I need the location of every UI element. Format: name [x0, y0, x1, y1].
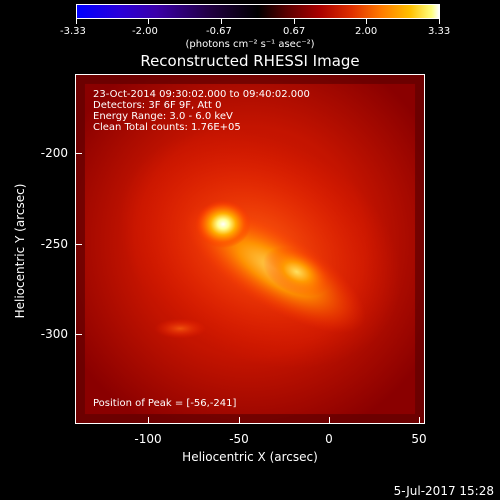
y-tick-label: -300: [40, 327, 68, 341]
colorbar-label: -0.67: [206, 26, 232, 37]
colorbar-label: 2.00: [355, 26, 378, 37]
y-tick-label: -200: [40, 146, 68, 160]
y-tickmark: [76, 334, 82, 335]
colorbar: [76, 4, 440, 19]
colorbar-tick: [148, 19, 149, 24]
colorbar-tick: [294, 19, 295, 24]
y-tickmark: [76, 153, 82, 154]
colorbar-label: 0.67: [283, 26, 306, 37]
heatmap-render: [76, 75, 424, 423]
x-tickmark: [419, 417, 420, 423]
colorbar-tick: [439, 19, 440, 24]
colorbar-tick: [366, 19, 367, 24]
x-tick-label: -100: [134, 432, 162, 446]
rhessi-image: 23-Oct-2014 09:30:02.000 to 09:40:02.000…: [75, 74, 425, 424]
x-tickmark: [239, 417, 240, 423]
colorbar-label: -3.33: [60, 26, 86, 37]
colorbar-unit: (photons cm⁻² s⁻¹ asec⁻²): [185, 39, 315, 50]
peak-position: Position of Peak = [-56,-241]: [93, 398, 237, 409]
y-tick-label: -250: [40, 237, 68, 251]
colorbar-tick: [76, 19, 77, 24]
method-counts: Clean Total counts: 1.76E+05: [93, 122, 241, 133]
x-tickmark: [148, 417, 149, 423]
observation-time: 23-Oct-2014 09:30:02.000 to 09:40:02.000: [93, 89, 310, 100]
x-tick-label: 50: [411, 432, 427, 446]
x-tickmark: [329, 417, 330, 423]
y-tickmark: [76, 244, 82, 245]
colorbar-label: 3.33: [428, 26, 451, 37]
x-tick-label: -50: [229, 432, 249, 446]
image-title: Reconstructed RHESSI Image: [140, 52, 360, 70]
colorbar-label: -2.00: [132, 26, 158, 37]
x-axis-label: Heliocentric X (arcsec): [182, 450, 318, 464]
energy-range: Energy Range: 3.0 - 6.0 keV: [93, 111, 233, 122]
colorbar-tick: [221, 19, 222, 24]
footer-date: 5-Jul-2017 15:28: [393, 484, 494, 498]
y-axis-label: Heliocentric Y (arcsec): [13, 183, 27, 319]
detectors-info: Detectors: 3F 6F 9F, Att 0: [93, 100, 222, 111]
x-tick-label: 0: [325, 432, 333, 446]
